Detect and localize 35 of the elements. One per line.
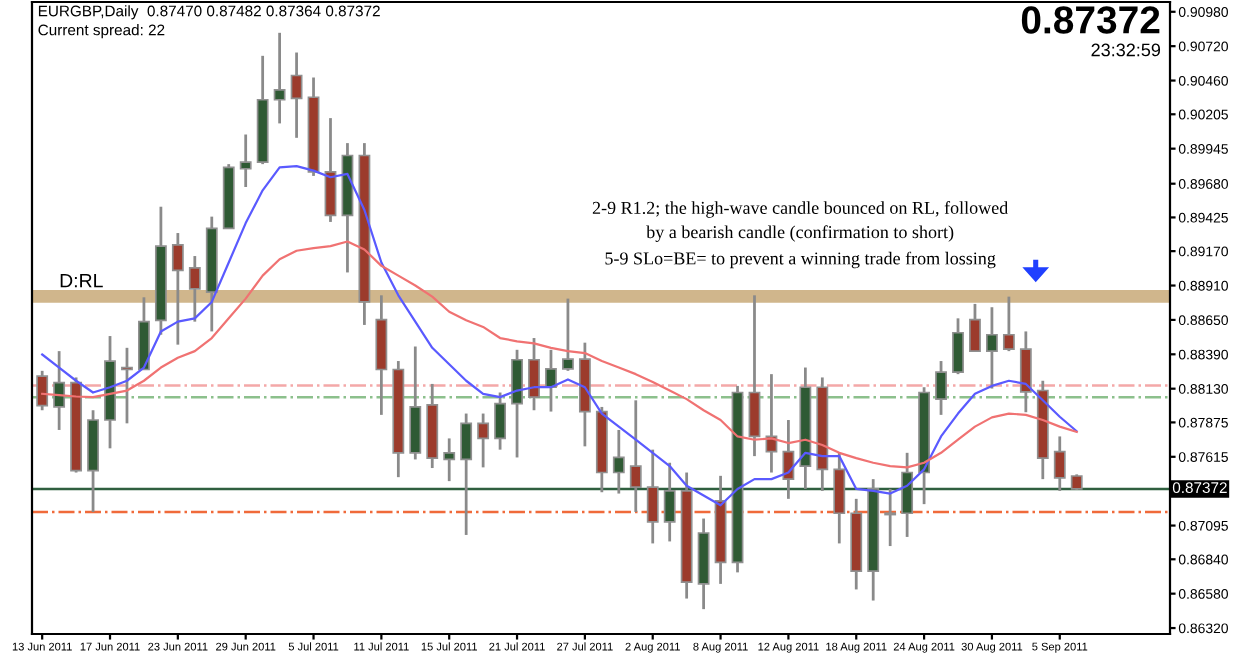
candlestick [562, 297, 574, 373]
candlestick [748, 293, 761, 458]
candlestick [36, 369, 49, 412]
candlestick [138, 295, 150, 371]
candlestick [273, 31, 286, 125]
candlestick [409, 345, 422, 461]
candlestick [477, 412, 490, 469]
text: 23:32:59 [1091, 43, 1161, 57]
candlestick [629, 398, 642, 514]
band-label: D:RL [60, 273, 103, 288]
annotation: 2-9 R1.2; the high-wave candle bounced on RL, followed by a bearish candle (confirmation to short) [592, 201, 1009, 242]
candlestick [171, 231, 184, 347]
candlestick [969, 302, 981, 353]
candlestick [1053, 435, 1066, 493]
candlestick [985, 305, 998, 390]
candlestick [782, 418, 795, 501]
candlestick [494, 391, 507, 452]
candlestick [646, 448, 659, 545]
candlestick [528, 336, 540, 412]
candlestick [833, 451, 846, 545]
candlestick [545, 348, 557, 413]
candlestick [443, 437, 456, 483]
candlestick [952, 316, 964, 376]
candlestick [121, 346, 133, 425]
candlestick [1019, 330, 1032, 414]
candlestick [884, 487, 897, 548]
candlestick [935, 359, 947, 417]
candlestick [290, 51, 303, 140]
annotation: 5-9 SLo=BE= to prevent a winning trade from lossing [605, 251, 996, 269]
candlestick [188, 254, 201, 324]
candlestick [239, 133, 252, 189]
candlestick [53, 349, 66, 432]
candlestick [1002, 295, 1015, 353]
annotation: 0.87372 [1021, 6, 1160, 34]
candlestick [511, 348, 523, 459]
